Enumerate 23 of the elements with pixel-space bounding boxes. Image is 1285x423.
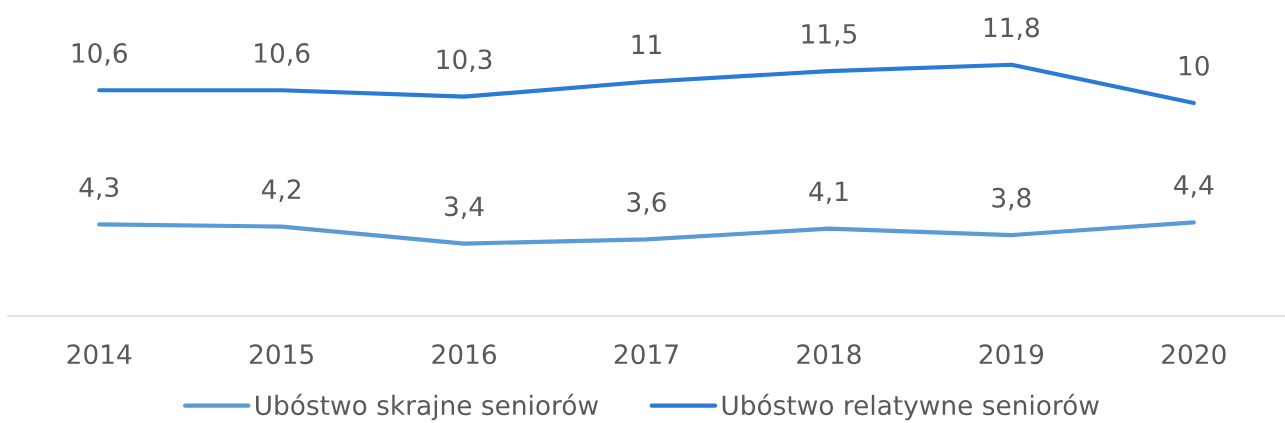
legend-label: Ubóstwo relatywne seniorów — [722, 393, 1099, 421]
data-label: 10,6 — [72, 42, 127, 66]
x-tick-label: 2017 — [614, 344, 678, 365]
data-label: 4,4 — [1174, 175, 1214, 198]
data-label: 10 — [1179, 55, 1209, 76]
data-label: 11,5 — [802, 24, 856, 47]
x-tick-label: 2018 — [797, 344, 861, 365]
data-label: 3,4 — [445, 196, 484, 219]
x-tick-label: 2020 — [1162, 344, 1226, 365]
x-tick-label: 2015 — [250, 344, 313, 365]
legend-label: Ubóstwo skrajne seniorów — [256, 393, 598, 421]
data-label: 10,6 — [255, 42, 310, 66]
data-label: 3,6 — [627, 192, 666, 215]
data-label: 4,3 — [79, 177, 119, 200]
data-label: 10,3 — [437, 49, 492, 73]
data-label: 11,8 — [984, 17, 1039, 41]
x-tick-label: 2019 — [979, 344, 1044, 365]
x-tick-label: 2014 — [67, 344, 132, 365]
data-label: 4,2 — [261, 179, 300, 202]
data-label: 3,8 — [992, 187, 1031, 211]
x-tick-label: 2016 — [432, 344, 496, 365]
data-label: 11 — [632, 34, 661, 55]
data-label: 4,1 — [809, 181, 848, 205]
